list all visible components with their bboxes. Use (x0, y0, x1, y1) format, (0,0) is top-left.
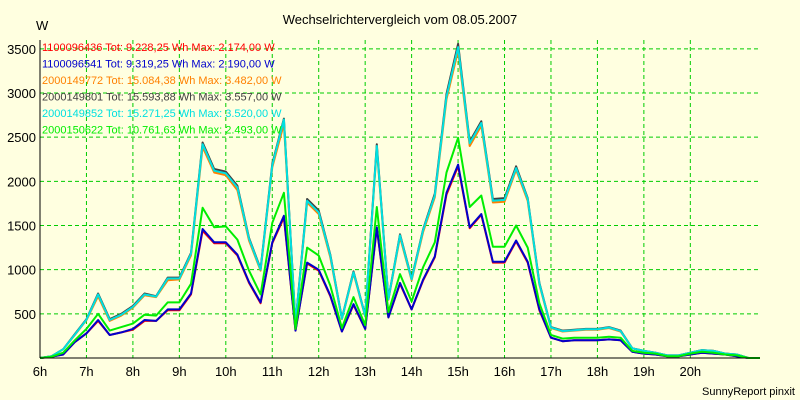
chart-title: Wechselrichtervergleich vom 08.05.2007 (283, 12, 518, 27)
legend: 1100096436 Tot: 9.228,25 Wh Max: 2.174,0… (42, 42, 282, 137)
y-tick-label: 2500 (7, 130, 36, 145)
y-tick-label: 1000 (7, 263, 36, 278)
legend-entry-4: 2000149801 Tot: 15.593,88 Wh Max: 3.557,… (42, 92, 282, 104)
legend-entry-1: 1100096436 Tot: 9.228,25 Wh Max: 2.174,0… (42, 42, 275, 54)
y-tick-label: 2000 (7, 174, 36, 189)
x-tick-label: 19h (633, 364, 655, 379)
y-axis-label: W (36, 18, 49, 33)
series-line-6 (39, 136, 760, 359)
x-tick-label: 16h (494, 364, 516, 379)
grid (39, 40, 760, 358)
x-tick-label: 13h (354, 364, 376, 379)
series-layer (39, 42, 760, 359)
y-tick-label: 1500 (7, 219, 36, 234)
x-tick-label: 17h (540, 364, 562, 379)
plot-area (40, 40, 760, 358)
x-tick-label: 18h (587, 364, 609, 379)
legend-entry-3: 2000149772 Tot: 15.084,38 Wh Max: 3.482,… (42, 75, 282, 87)
x-tick-label: 10h (215, 364, 237, 379)
footer-credit: SunnyReport pinxit (702, 386, 795, 398)
x-tick-label: 12h (308, 364, 330, 379)
y-tick-label: 3000 (7, 86, 36, 101)
axes: 500 1000 1500 2000 2500 3000 3500 6h 7h 8h 9h 10h 11… (7, 40, 760, 379)
x-tick-label: 8h (126, 364, 140, 379)
x-tick-label: 6h (33, 364, 47, 379)
x-tick-label: 15h (447, 364, 469, 379)
y-tick-label: 3500 (7, 42, 36, 57)
x-tick-label: 14h (401, 364, 423, 379)
x-tick-label: 7h (79, 364, 93, 379)
legend-entry-5: 2000149852 Tot: 15.271,25 Wh Max: 3.520,… (42, 108, 282, 120)
legend-entry-6: 2000150622 Tot: 10.761,63 Wh Max: 2.493,… (42, 125, 282, 137)
y-tick-label: 500 (14, 307, 36, 322)
x-tick-label: 20h (679, 364, 701, 379)
legend-entry-2: 1100096541 Tot: 9.319,25 Wh Max: 2.190,0… (42, 59, 275, 71)
x-tick-label: 11h (262, 364, 283, 379)
x-tick-label: 9h (172, 364, 186, 379)
series-line-5 (39, 46, 760, 359)
